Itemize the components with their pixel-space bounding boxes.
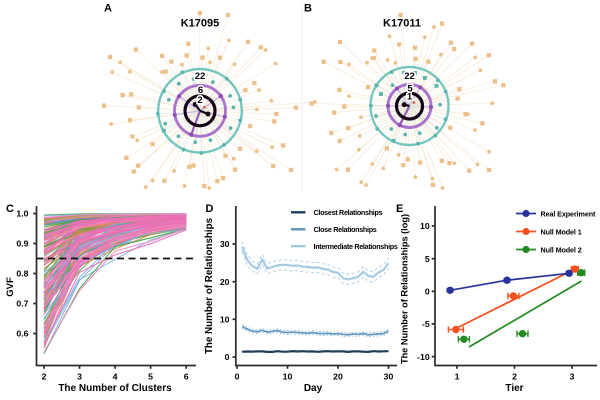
svg-text:5: 5 (148, 372, 153, 382)
svg-text:5: 5 (407, 84, 413, 95)
svg-text:22: 22 (195, 71, 206, 82)
svg-text:The Number of Relationships (l: The Number of Relationships (log) (400, 214, 410, 364)
svg-text:0: 0 (225, 352, 230, 362)
svg-text:Intermediate Relationships: Intermediate Relationships (314, 242, 398, 251)
svg-text:2: 2 (512, 372, 517, 382)
svg-text:0.8: 0.8 (16, 269, 28, 279)
svg-text:Null Model 1: Null Model 1 (541, 227, 582, 236)
svg-text:GVF: GVF (5, 277, 16, 297)
svg-text:20: 20 (220, 277, 230, 287)
svg-text:1: 1 (407, 92, 413, 103)
svg-text:-10: -10 (417, 352, 430, 362)
svg-text:30: 30 (220, 239, 230, 249)
svg-text:1: 1 (455, 372, 460, 382)
svg-text:2: 2 (42, 372, 47, 382)
svg-text:2: 2 (197, 95, 202, 106)
svg-text:0.7: 0.7 (16, 299, 28, 309)
svg-text:0: 0 (235, 372, 240, 382)
svg-text:C: C (6, 203, 14, 215)
svg-text:Close Relationships: Close Relationships (314, 225, 377, 234)
svg-text:E: E (396, 203, 403, 215)
svg-text:3: 3 (77, 372, 82, 382)
svg-text:1.0: 1.0 (16, 209, 28, 219)
svg-text:10: 10 (283, 372, 293, 382)
svg-text:Null Model 2: Null Model 2 (541, 245, 582, 254)
svg-text:0.6: 0.6 (16, 329, 28, 339)
svg-text:10: 10 (220, 315, 230, 325)
svg-text:10: 10 (420, 221, 430, 231)
svg-text:Day: Day (304, 383, 323, 394)
svg-text:22: 22 (404, 71, 415, 82)
svg-text:0.9: 0.9 (16, 239, 28, 249)
svg-text:A: A (104, 3, 112, 15)
svg-text:Real Experiment: Real Experiment (541, 209, 597, 218)
svg-text:20: 20 (333, 372, 343, 382)
svg-text:The Number of Relationships: The Number of Relationships (204, 217, 215, 354)
svg-text:6: 6 (198, 85, 203, 96)
svg-text:K17011: K17011 (383, 18, 421, 30)
svg-text:The Number of Clusters: The Number of Clusters (58, 383, 172, 394)
svg-text:5: 5 (425, 254, 430, 264)
svg-text:K17095: K17095 (181, 18, 220, 30)
svg-text:Tier: Tier (505, 383, 523, 394)
svg-text:-5: -5 (422, 319, 430, 329)
svg-text:6: 6 (184, 372, 189, 382)
svg-text:0: 0 (425, 287, 430, 297)
svg-text:3: 3 (570, 372, 575, 382)
svg-text:B: B (304, 3, 312, 15)
svg-text:4: 4 (113, 372, 118, 382)
svg-text:D: D (206, 203, 214, 215)
svg-text:Closest Relationships: Closest Relationships (314, 208, 383, 217)
svg-text:30: 30 (384, 372, 394, 382)
